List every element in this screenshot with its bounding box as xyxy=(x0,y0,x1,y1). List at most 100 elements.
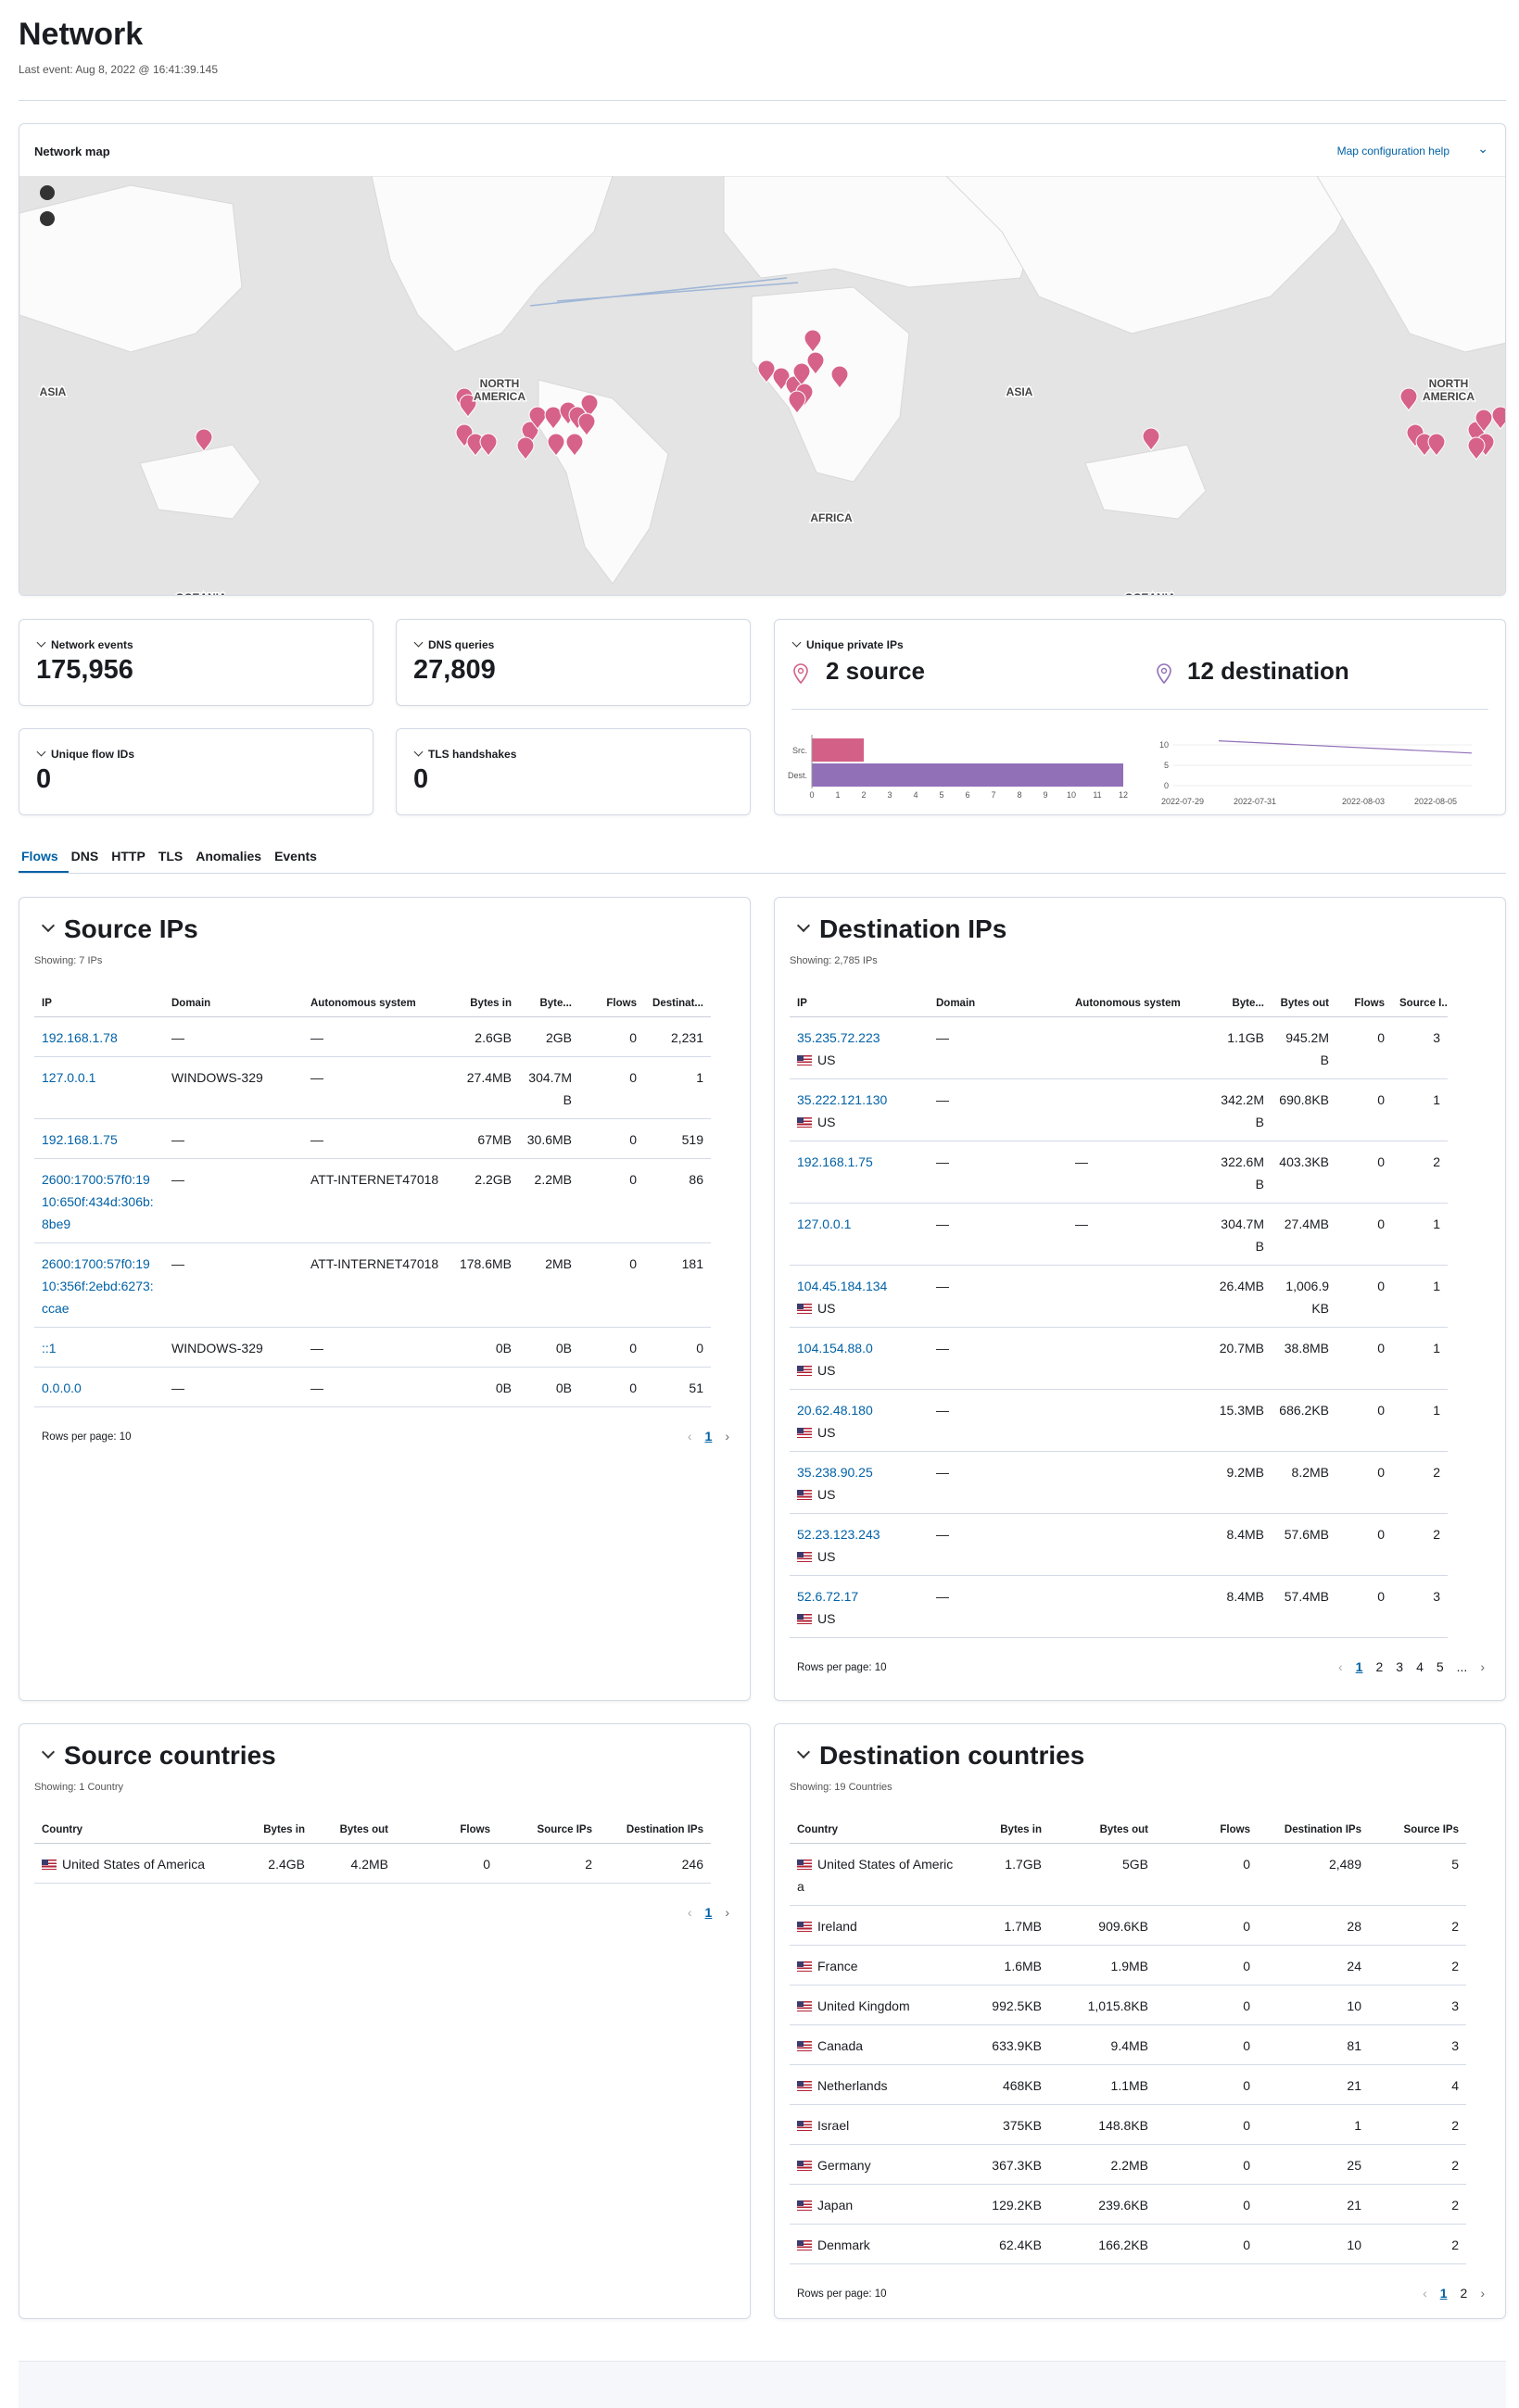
location-pin[interactable] xyxy=(528,406,547,430)
next-page[interactable]: › xyxy=(725,1429,729,1444)
column-header[interactable]: Bytes out xyxy=(312,1817,396,1844)
panel-title[interactable]: Destination countries xyxy=(795,1741,1084,1771)
column-header[interactable]: Flows xyxy=(1336,990,1392,1017)
prev-page[interactable]: ‹ xyxy=(687,1905,692,1920)
location-pin[interactable] xyxy=(804,329,822,353)
page-link[interactable]: 5 xyxy=(1436,1659,1444,1674)
location-pin[interactable] xyxy=(1475,409,1493,433)
location-pin[interactable] xyxy=(1427,433,1446,457)
column-header[interactable]: Domain xyxy=(164,990,303,1017)
prev-page[interactable]: ‹ xyxy=(1423,2286,1427,2301)
column-header[interactable]: Country xyxy=(790,1817,961,1844)
location-pin[interactable] xyxy=(806,351,825,375)
tab[interactable]: TLS xyxy=(158,849,184,864)
rows-per-page[interactable]: Rows per page: 10 xyxy=(797,2288,887,2300)
rows-per-page[interactable]: Rows per page: 10 xyxy=(42,1431,132,1443)
ip-link[interactable]: 104.45.184.134 xyxy=(797,1279,888,1293)
page-link[interactable]: ... xyxy=(1456,1659,1468,1674)
ip-link[interactable]: 35.222.121.130 xyxy=(797,1092,888,1107)
ip-link[interactable]: 52.23.123.243 xyxy=(797,1527,880,1542)
tab[interactable]: DNS xyxy=(70,849,99,864)
location-pin[interactable] xyxy=(565,433,584,457)
ip-link[interactable]: 20.62.48.180 xyxy=(797,1403,873,1418)
column-header[interactable]: IP xyxy=(34,990,164,1017)
location-pin[interactable] xyxy=(1491,406,1506,430)
column-header[interactable]: Flows xyxy=(1156,1817,1258,1844)
column-header[interactable]: Source IPs xyxy=(498,1817,600,1844)
location-pin[interactable] xyxy=(544,406,563,430)
location-pin[interactable] xyxy=(830,365,849,389)
ip-link[interactable]: 0.0.0.0 xyxy=(42,1381,82,1395)
collapse-icon[interactable]: ⌄ xyxy=(1477,141,1488,156)
location-pin[interactable] xyxy=(516,436,535,460)
column-header[interactable]: Destinat... xyxy=(644,990,711,1017)
location-pin[interactable] xyxy=(479,433,498,457)
location-pin[interactable] xyxy=(1399,387,1418,411)
panel-title[interactable]: Source countries xyxy=(40,1741,276,1771)
ip-link[interactable]: 192.168.1.75 xyxy=(42,1132,118,1147)
column-header[interactable]: Bytes in xyxy=(447,990,519,1017)
location-pin[interactable] xyxy=(577,412,596,436)
column-header[interactable]: Byte... xyxy=(1207,990,1272,1017)
prev-page[interactable]: ‹ xyxy=(687,1429,692,1444)
location-pin[interactable] xyxy=(547,433,565,457)
location-pin[interactable] xyxy=(1142,427,1160,451)
column-header[interactable]: Autonomous system xyxy=(303,990,447,1017)
column-header[interactable]: Domain xyxy=(929,990,1068,1017)
rows-per-page[interactable]: Rows per page: 10 xyxy=(797,1662,887,1673)
page-link[interactable]: 2 xyxy=(1375,1659,1384,1674)
column-header[interactable]: Bytes out xyxy=(1049,1817,1156,1844)
next-page[interactable]: › xyxy=(1480,1659,1485,1674)
ip-link[interactable]: 35.235.72.223 xyxy=(797,1030,880,1045)
ip-link[interactable]: 104.154.88.0 xyxy=(797,1341,873,1355)
ip-link[interactable]: 2600:1700:57f0:1910:650f:434d:306b:8be9 xyxy=(42,1172,154,1231)
location-pin[interactable] xyxy=(792,362,811,386)
column-header[interactable]: Country xyxy=(34,1817,220,1844)
tab[interactable]: HTTP xyxy=(111,849,146,864)
page-link[interactable]: 1 xyxy=(704,1905,713,1920)
column-header[interactable]: Destination IPs xyxy=(1258,1817,1369,1844)
location-pin[interactable] xyxy=(580,394,599,418)
page-link[interactable]: 4 xyxy=(1416,1659,1424,1674)
page-link[interactable]: 3 xyxy=(1396,1659,1404,1674)
table-cell: 181 xyxy=(644,1242,711,1328)
zoom-button[interactable] xyxy=(40,211,55,226)
ip-link[interactable]: 2600:1700:57f0:1910:356f:2ebd:6273:ccae xyxy=(42,1256,154,1316)
next-page[interactable]: › xyxy=(1480,2286,1485,2301)
column-header[interactable]: IP xyxy=(790,990,929,1017)
ip-link[interactable]: 192.168.1.78 xyxy=(42,1030,118,1045)
zoom-button[interactable] xyxy=(40,185,55,200)
location-pin[interactable] xyxy=(195,428,213,452)
tab[interactable]: Events xyxy=(274,849,317,864)
ip-link[interactable]: 127.0.0.1 xyxy=(797,1217,852,1231)
column-header[interactable]: Bytes out xyxy=(1272,990,1336,1017)
column-header[interactable]: Byte... xyxy=(519,990,579,1017)
column-header[interactable]: Bytes in xyxy=(961,1817,1049,1844)
column-header[interactable]: Autonomous system xyxy=(1068,990,1207,1017)
ip-link[interactable]: 192.168.1.75 xyxy=(797,1154,873,1169)
column-header[interactable]: Source IPs xyxy=(1369,1817,1466,1844)
tab[interactable]: Flows xyxy=(19,845,69,873)
location-pin[interactable] xyxy=(1467,436,1486,460)
location-pin[interactable] xyxy=(459,394,477,418)
panel-title[interactable]: Destination IPs xyxy=(795,914,1006,944)
page-link[interactable]: 1 xyxy=(704,1429,713,1444)
page-link[interactable]: 1 xyxy=(1355,1659,1363,1674)
prev-page[interactable]: ‹ xyxy=(1338,1659,1343,1674)
page-link[interactable]: 1 xyxy=(1439,2286,1448,2301)
column-header[interactable]: Flows xyxy=(579,990,644,1017)
ip-link[interactable]: ::1 xyxy=(42,1341,57,1355)
column-header[interactable]: Destination IPs xyxy=(600,1817,711,1844)
location-pin[interactable] xyxy=(788,390,806,414)
column-header[interactable]: Flows xyxy=(396,1817,498,1844)
tab[interactable]: Anomalies xyxy=(196,849,262,864)
next-page[interactable]: › xyxy=(725,1905,729,1920)
ip-link[interactable]: 127.0.0.1 xyxy=(42,1070,96,1085)
map-help-link[interactable]: Map configuration help xyxy=(1336,145,1449,158)
column-header[interactable]: Bytes in xyxy=(220,1817,312,1844)
column-header[interactable]: Source I... xyxy=(1392,990,1448,1017)
panel-title[interactable]: Source IPs xyxy=(40,914,198,944)
ip-link[interactable]: 35.238.90.25 xyxy=(797,1465,873,1480)
page-link[interactable]: 2 xyxy=(1460,2286,1468,2301)
ip-link[interactable]: 52.6.72.17 xyxy=(797,1589,859,1604)
